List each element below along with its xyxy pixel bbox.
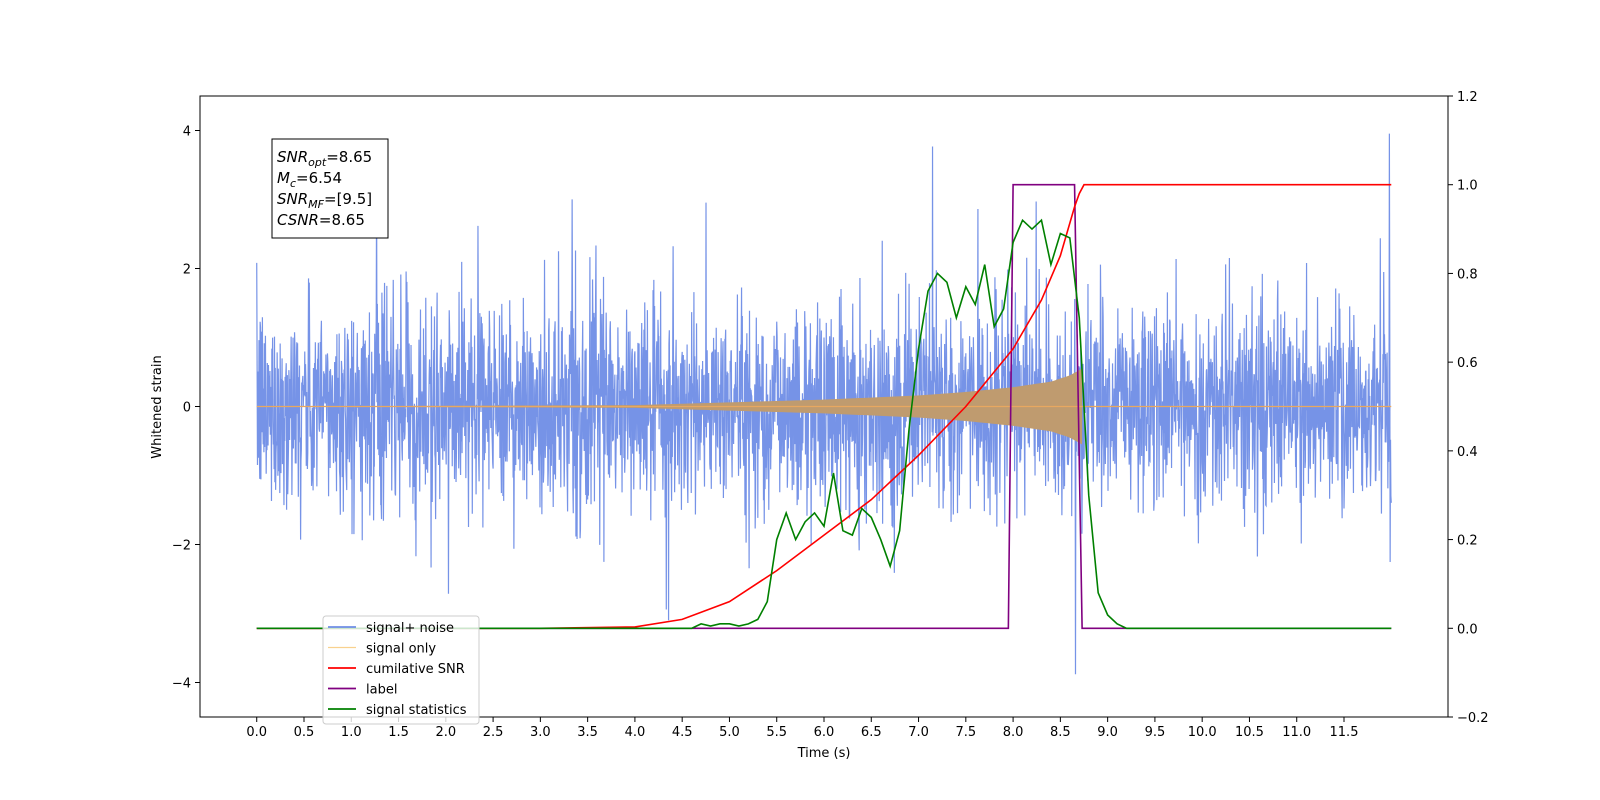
x-tick-label: 1.5 (388, 725, 409, 740)
x-tick-label: 3.5 (577, 725, 598, 740)
noise-line (256, 133, 1392, 675)
x-tick-label: 4.0 (625, 725, 646, 740)
y-left-tick-label: −2 (172, 539, 191, 554)
x-tick-label: 4.5 (672, 725, 693, 740)
annotation-line: CSNR=8.65 (277, 211, 365, 229)
y-right-tick-label: 0.0 (1457, 622, 1478, 637)
legend-label: label (366, 683, 397, 698)
cumilative-snr-line (256, 183, 1392, 630)
y-left-tick-label: 2 (183, 263, 191, 278)
x-tick-label: 3.0 (530, 725, 551, 740)
legend-label: cumilative SNR (366, 662, 465, 677)
x-tick-label: 2.5 (483, 725, 504, 740)
x-tick-label: 9.0 (1097, 725, 1118, 740)
x-tick-label: 8.5 (1050, 725, 1071, 740)
x-tick-label: 10.0 (1188, 725, 1217, 740)
x-tick-label: 11.5 (1330, 725, 1359, 740)
x-tick-label: 0.0 (246, 725, 267, 740)
x-tick-label: 7.0 (908, 725, 929, 740)
x-tick-label: 9.5 (1145, 725, 1166, 740)
legend: signal+ noise signal only cumilative SNR la… (322, 615, 480, 725)
legend-label: signal only (366, 642, 436, 657)
y-right-tick-label: −0.2 (1457, 711, 1489, 726)
legend-frame (322, 615, 480, 725)
x-tick-label: 11.0 (1282, 725, 1311, 740)
legend-label: signal+ noise (366, 621, 454, 636)
y-left-tick-label: −4 (172, 677, 191, 692)
annotation-line: SNRopt=8.65 (277, 148, 372, 169)
legend-label: signal statistics (366, 703, 467, 718)
x-tick-label: 6.0 (814, 725, 835, 740)
right-axis-series (256, 183, 1392, 630)
y-left-tick-label: 4 (183, 125, 191, 140)
x-tick-label: 10.5 (1235, 725, 1264, 740)
signal-statistics-line (256, 218, 1392, 630)
x-axis-label: Time (s) (797, 746, 851, 761)
y-right-tick-label: 0.8 (1457, 267, 1478, 282)
y-axis-label: Whitened strain (150, 355, 165, 458)
annotation-line: Mc=6.54 (277, 169, 342, 190)
x-tick-label: 6.5 (861, 725, 882, 740)
y-right-tick-label: 0.6 (1457, 356, 1478, 371)
y-right-tick-label: 0.2 (1457, 534, 1478, 549)
signal-plus-noise-series (256, 133, 1392, 675)
x-tick-label: 7.5 (955, 725, 976, 740)
y-left-tick-label: 0 (183, 401, 191, 416)
x-tick-label: 8.0 (1003, 725, 1024, 740)
y-axis-left: 4 2 0 −2 −4 (172, 125, 200, 692)
y-axis-right: 1.2 1.0 0.8 0.6 0.4 0.2 0.0 −0.2 (1448, 90, 1489, 726)
signal-only-series (256, 368, 1392, 445)
y-right-tick-label: 0.4 (1457, 445, 1478, 460)
x-tick-label: 1.0 (341, 725, 362, 740)
y-right-tick-label: 1.2 (1457, 90, 1478, 105)
x-tick-label: 0.5 (294, 725, 315, 740)
annotation-frame (271, 138, 389, 239)
annotation-line: SNRMF=[9.5] (277, 190, 372, 211)
y-right-tick-label: 1.0 (1457, 179, 1478, 194)
x-tick-label: 5.5 (766, 725, 787, 740)
x-axis: 0.0 0.5 1.0 1.5 2.0 2.5 3.0 3.5 4.0 4.5 5.0 5.5 6.0 6… (246, 717, 1358, 740)
x-tick-label: 5.0 (719, 725, 740, 740)
x-tick-label: 2.0 (435, 725, 456, 740)
